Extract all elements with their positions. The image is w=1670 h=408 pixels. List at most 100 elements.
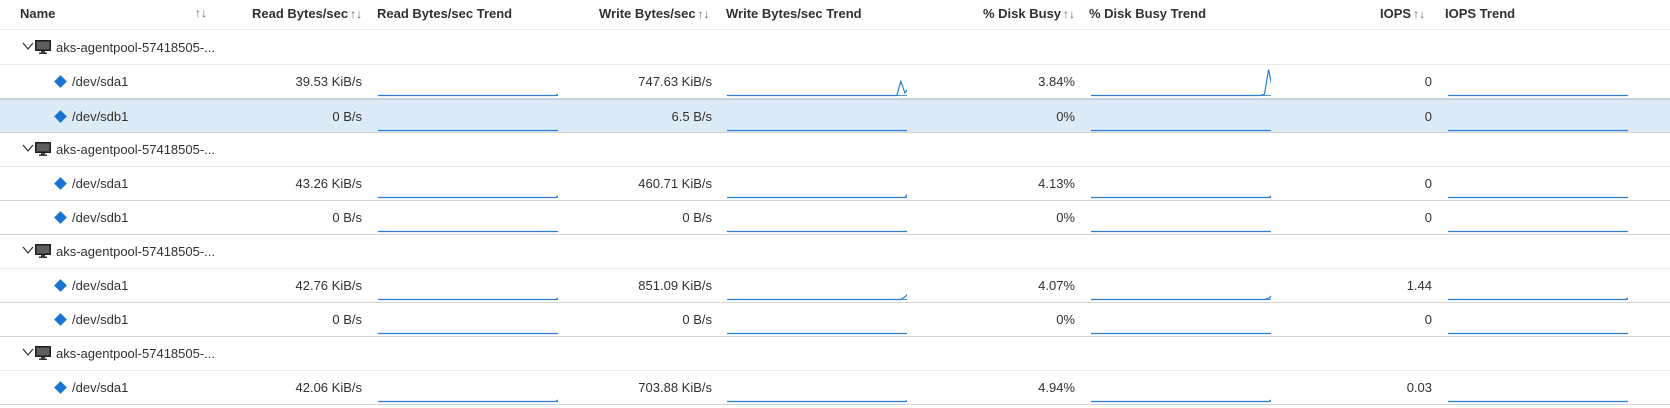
column-header-iops-trend[interactable]: IOPS Trend — [1445, 6, 1515, 21]
iops-trend-sparkline — [1448, 129, 1628, 132]
chevron-down-icon[interactable] — [22, 142, 34, 154]
iops-trend-sparkline — [1448, 230, 1628, 233]
disk-busy-value: 4.13% — [1038, 176, 1075, 191]
busy-trend-sparkline — [1091, 230, 1271, 233]
vm-group-row[interactable]: aks-agentpool-57418505-... — [0, 133, 1670, 167]
iops-trend-sparkline — [1448, 94, 1628, 97]
grid-header-row: Name ↑↓ Read Bytes/sec ↑↓ Read Bytes/sec … — [0, 0, 1670, 30]
read-bytes-value: 39.53 KiB/s — [295, 74, 363, 89]
iops-value: 1.44 — [1406, 278, 1432, 293]
write-bytes-value: 460.71 KiB/s — [638, 176, 712, 191]
write-trend-sparkline — [727, 400, 907, 403]
column-header-busy-trend-label: % Disk Busy Trend — [1089, 6, 1207, 21]
vm-group-row[interactable]: aks-agentpool-57418505-... — [0, 31, 1670, 65]
virtual-machine-icon — [35, 142, 51, 156]
disk-row[interactable]: /dev/sda1 43.26 KiB/s 460.71 KiB/s 4.13% 0 — [0, 167, 1670, 201]
write-bytes-value: 6.5 B/s — [671, 109, 712, 124]
read-trend-sparkline — [378, 332, 558, 335]
column-header-name[interactable]: Name — [20, 6, 55, 21]
disk-icon — [54, 313, 67, 326]
read-bytes-value: 43.26 KiB/s — [295, 176, 363, 191]
sparkline-series — [1091, 195, 1271, 199]
disk-row[interactable]: /dev/sda1 42.06 KiB/s 703.88 KiB/s 4.94% 0.0… — [0, 371, 1670, 405]
disk-name: /dev/sda1 — [72, 380, 129, 395]
column-header-iops-trend-label: IOPS Trend — [1445, 6, 1516, 21]
vm-name: aks-agentpool-57418505-... — [56, 244, 216, 259]
column-header-read-trend[interactable]: Read Bytes/sec Trend — [377, 6, 512, 21]
disk-icon — [54, 177, 67, 190]
write-trend-sparkline — [727, 193, 907, 199]
sparkline-series — [727, 193, 907, 199]
disk-name: /dev/sda1 — [72, 176, 129, 191]
disk-busy-value: 4.07% — [1038, 278, 1075, 293]
column-header-busy-label: % Disk Busy — [983, 6, 1062, 21]
column-header-write-label: Write Bytes/sec — [599, 6, 696, 21]
iops-value: 0 — [1424, 312, 1432, 327]
busy-trend-sparkline — [1091, 195, 1271, 199]
sparkline-series — [378, 399, 558, 403]
read-trend-sparkline — [378, 297, 558, 301]
disk-icon — [54, 110, 67, 123]
sparkline-series — [1091, 295, 1271, 301]
disk-row[interactable]: /dev/sda1 39.53 KiB/s 747.63 KiB/s 3.84% 0 — [0, 65, 1670, 99]
virtual-machine-icon — [35, 244, 51, 258]
write-bytes-value: 851.09 KiB/s — [638, 278, 712, 293]
sparkline-series — [378, 297, 558, 301]
disk-name: /dev/sdb1 — [72, 210, 129, 225]
sort-iops-icon[interactable]: ↑↓ — [1413, 7, 1426, 21]
column-header-write-trend-label: Write Bytes/sec Trend — [726, 6, 862, 21]
disk-row[interactable]: /dev/sdb1 0 B/s 0 B/s 0% 0 — [0, 201, 1670, 235]
read-bytes-value: 0 B/s — [332, 210, 362, 225]
busy-trend-sparkline — [1091, 295, 1271, 301]
column-header-write[interactable]: Write Bytes/sec ↑↓ — [599, 6, 710, 21]
disk-busy-value: 0% — [1056, 312, 1075, 327]
vm-name: aks-agentpool-57418505-... — [56, 40, 216, 55]
read-trend-sparkline — [378, 230, 558, 233]
column-header-read[interactable]: Read Bytes/sec ↑↓ — [252, 6, 362, 21]
read-trend-sparkline — [378, 129, 558, 132]
write-trend-sparkline — [727, 79, 907, 97]
column-header-busy[interactable]: % Disk Busy ↑↓ — [983, 6, 1075, 21]
disk-row[interactable]: /dev/sdb1 0 B/s 0 B/s 0% 0 — [0, 303, 1670, 337]
write-trend-sparkline — [727, 332, 907, 335]
write-bytes-value: 0 B/s — [682, 210, 712, 225]
busy-trend-sparkline — [1091, 399, 1271, 403]
chevron-down-icon[interactable] — [22, 244, 34, 256]
column-header-iops[interactable]: IOPS ↑↓ — [1380, 6, 1425, 21]
vm-group-row[interactable]: aks-agentpool-57418505-... — [0, 235, 1670, 269]
sparkline-series — [1448, 297, 1628, 301]
column-header-name-label: Name — [20, 6, 56, 21]
sort-write-icon[interactable]: ↑↓ — [697, 7, 710, 21]
chevron-down-icon[interactable] — [22, 40, 34, 52]
read-bytes-value: 0 B/s — [332, 109, 362, 124]
disk-row[interactable]: /dev/sdb1 0 B/s 6.5 B/s 0% 0 — [0, 99, 1670, 133]
sparkline-series — [727, 400, 907, 403]
sparkline-series — [1091, 399, 1271, 403]
disk-icon — [54, 75, 67, 88]
disk-row[interactable]: /dev/sda1 42.76 KiB/s 851.09 KiB/s 4.07% 1.4… — [0, 269, 1670, 303]
disk-icon — [54, 381, 67, 394]
sort-busy-icon[interactable]: ↑↓ — [1063, 7, 1076, 21]
column-header-write-trend[interactable]: Write Bytes/sec Trend — [726, 6, 862, 21]
iops-trend-sparkline — [1448, 297, 1628, 301]
disk-name: /dev/sda1 — [72, 278, 129, 293]
sparkline-series — [727, 294, 907, 301]
column-header-read-label: Read Bytes/sec — [252, 6, 349, 21]
disk-name: /dev/sda1 — [72, 74, 129, 89]
sort-name-icon[interactable]: ↑↓ — [195, 6, 207, 20]
busy-trend-sparkline — [1091, 69, 1271, 97]
iops-value: 0 — [1424, 109, 1432, 124]
vm-name: aks-agentpool-57418505-... — [56, 142, 216, 157]
sparkline-series — [378, 195, 558, 199]
iops-value: 0 — [1424, 74, 1432, 89]
virtual-machine-icon — [35, 40, 51, 54]
write-bytes-value: 0 B/s — [682, 312, 712, 327]
sort-read-icon[interactable]: ↑↓ — [350, 7, 363, 21]
busy-trend-sparkline — [1091, 129, 1271, 132]
vm-group-row[interactable]: aks-agentpool-57418505-... — [0, 337, 1670, 371]
column-header-busy-trend[interactable]: % Disk Busy Trend — [1089, 6, 1206, 21]
chevron-down-icon[interactable] — [22, 346, 34, 358]
write-trend-sparkline — [727, 129, 907, 132]
write-trend-sparkline — [727, 294, 907, 301]
disk-icon — [54, 211, 67, 224]
